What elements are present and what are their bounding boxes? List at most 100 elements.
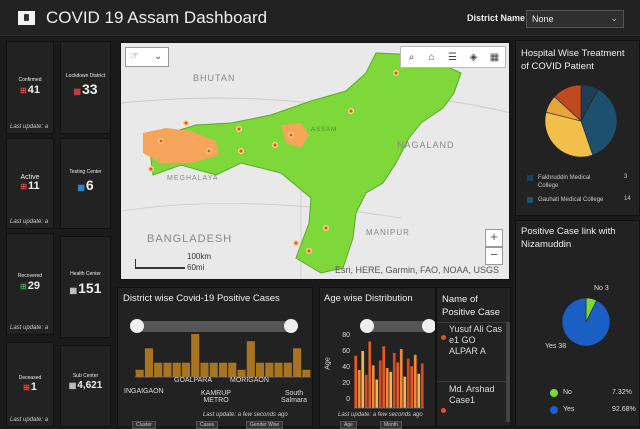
stat-label: Testing Center <box>69 169 102 175</box>
district-chart-panel: District wise Covid-19 Positive Cases IN… <box>117 287 313 427</box>
district-bar[interactable] <box>200 362 209 377</box>
age-bar[interactable] <box>406 358 410 408</box>
district-bar[interactable] <box>181 362 190 377</box>
district-bar[interactable] <box>219 362 228 377</box>
stat-card-recovered[interactable]: Recovered ⊞29 Last update: a <box>6 233 54 335</box>
district-bar[interactable] <box>191 334 200 377</box>
legend-list-icon[interactable]: ☰ <box>448 52 457 63</box>
age-bar[interactable] <box>378 360 382 409</box>
legend-swatch <box>550 406 558 414</box>
stat-label: Sub Center <box>72 373 99 379</box>
district-bar[interactable] <box>144 348 153 377</box>
nizamuddin-panel: Positive Case link with Nizamuddin No 3 … <box>515 220 640 427</box>
stat-card-active[interactable]: Active ⊞11 Last update: a <box>6 138 54 229</box>
stat-value: ▦151 <box>61 280 110 296</box>
tab-cluster[interactable]: Cluster <box>132 421 156 429</box>
assam-map[interactable]: BHUTAN NAGALAND MEGHALAYA BANGLADESH MAN… <box>120 42 510 280</box>
stat-card-deceased[interactable]: Deceased ⊞1 Last update: a <box>6 342 54 427</box>
positive-list-title: Name of Positive Case <box>442 294 501 318</box>
age-bar[interactable] <box>389 371 393 408</box>
search-icon[interactable]: ⌕ <box>408 52 415 63</box>
stat-card-health-center[interactable]: Health Center ▦151 <box>60 236 111 338</box>
tab-age[interactable]: Age <box>340 421 357 429</box>
district-bar[interactable] <box>256 362 265 377</box>
heart-icon: ▦ <box>69 286 78 295</box>
age-bar[interactable] <box>399 349 403 408</box>
x-tick-label: KAMRUP METRO <box>201 390 231 404</box>
district-bar[interactable] <box>302 369 311 377</box>
zoom-in-button[interactable]: + <box>485 229 503 247</box>
emblem-logo <box>18 11 35 25</box>
stat-number: 151 <box>78 280 102 296</box>
stat-card-sub-center[interactable]: Sub Center ▦4,621 <box>60 345 111 427</box>
hospital-pie-slice[interactable] <box>554 84 582 122</box>
district-bar[interactable] <box>283 362 292 377</box>
zoom-out-button[interactable]: − <box>485 247 503 265</box>
age-bar[interactable] <box>410 366 414 408</box>
age-bar[interactable] <box>413 354 417 408</box>
age-bar[interactable] <box>420 363 424 408</box>
list-item[interactable]: Md. Arshad Case1 <box>441 384 504 413</box>
hospital-pie-slice[interactable] <box>580 88 618 156</box>
age-bar[interactable] <box>371 365 375 409</box>
age-bar[interactable] <box>368 341 372 409</box>
range-slider[interactable] <box>130 319 298 333</box>
range-slider[interactable] <box>360 319 435 333</box>
district-bar[interactable] <box>135 369 144 377</box>
scrollbar[interactable] <box>506 322 510 422</box>
district-select[interactable]: None ⌄ <box>526 10 624 28</box>
district-bar[interactable] <box>246 341 255 377</box>
district-bar[interactable] <box>237 369 246 377</box>
chevron-down-icon: ⌄ <box>610 13 618 23</box>
basemap-gallery-icon[interactable]: ▦ <box>489 52 500 63</box>
district-bar[interactable] <box>293 348 302 377</box>
hospital-pie-slice[interactable] <box>544 111 594 158</box>
district-bar[interactable] <box>154 362 163 377</box>
district-bar[interactable] <box>163 362 172 377</box>
tab-gender-wise[interactable]: Gender Wise <box>246 421 284 429</box>
pie-label-yes: Yes 38 <box>545 343 567 350</box>
stat-card-lockdown-district[interactable]: Lockdown District ▦33 <box>60 41 111 134</box>
district-bar[interactable] <box>274 362 283 377</box>
nizamuddin-pie-slice[interactable] <box>561 297 611 347</box>
list-divider <box>437 381 507 382</box>
district-bar[interactable] <box>172 362 181 377</box>
stat-card-confirmed[interactable]: Confirmed ⊞41 Last update: a <box>6 41 54 134</box>
legend-swatch <box>550 389 558 397</box>
stat-value: ⊞29 <box>7 280 53 292</box>
slider-handle-right[interactable] <box>422 319 435 333</box>
city-icon: ▦ <box>77 183 85 192</box>
age-bar[interactable] <box>396 362 400 408</box>
age-bar[interactable] <box>403 376 407 408</box>
map-label: NAGALAND <box>397 140 455 150</box>
age-bar[interactable] <box>357 370 361 408</box>
legend-value: 7.32% <box>612 389 632 396</box>
map-toolbar: ⌕ ⌂ ☰ ◈ ▦ <box>400 46 506 68</box>
age-bar[interactable] <box>354 355 358 409</box>
rupee-icon: ▦ <box>68 381 77 390</box>
slider-handle-left[interactable] <box>130 319 144 333</box>
age-bar[interactable] <box>385 368 389 408</box>
age-bar[interactable] <box>361 351 365 408</box>
home-icon[interactable]: ⌂ <box>428 52 435 63</box>
map-label: MEGHALAYA <box>167 175 219 182</box>
age-bar[interactable] <box>364 374 368 409</box>
tab-month[interactable]: Month <box>380 421 402 429</box>
legend-label: Fakhruddin Medical College <box>538 175 591 189</box>
slider-handle-left[interactable] <box>360 319 374 333</box>
age-bar[interactable] <box>382 346 386 409</box>
district-bar[interactable] <box>209 362 218 377</box>
list-item[interactable]: Yusuf Ali Cas e1 GO ALPAR A <box>441 324 504 357</box>
age-bar[interactable] <box>392 352 396 408</box>
age-bar[interactable] <box>417 373 421 408</box>
age-bar[interactable] <box>375 379 379 409</box>
district-bar[interactable] <box>265 362 274 377</box>
map-select-button[interactable]: ☞ ⌄ <box>125 47 169 67</box>
legend-label: No <box>563 389 572 396</box>
slider-handle-right[interactable] <box>284 319 298 333</box>
layers-icon[interactable]: ◈ <box>469 52 478 63</box>
district-bar[interactable] <box>228 362 237 377</box>
y-tick: 60 <box>342 348 350 355</box>
stat-card-testing-center[interactable]: Testing Center ▦6 <box>60 138 111 229</box>
tab-cases[interactable]: Cases <box>196 421 219 429</box>
